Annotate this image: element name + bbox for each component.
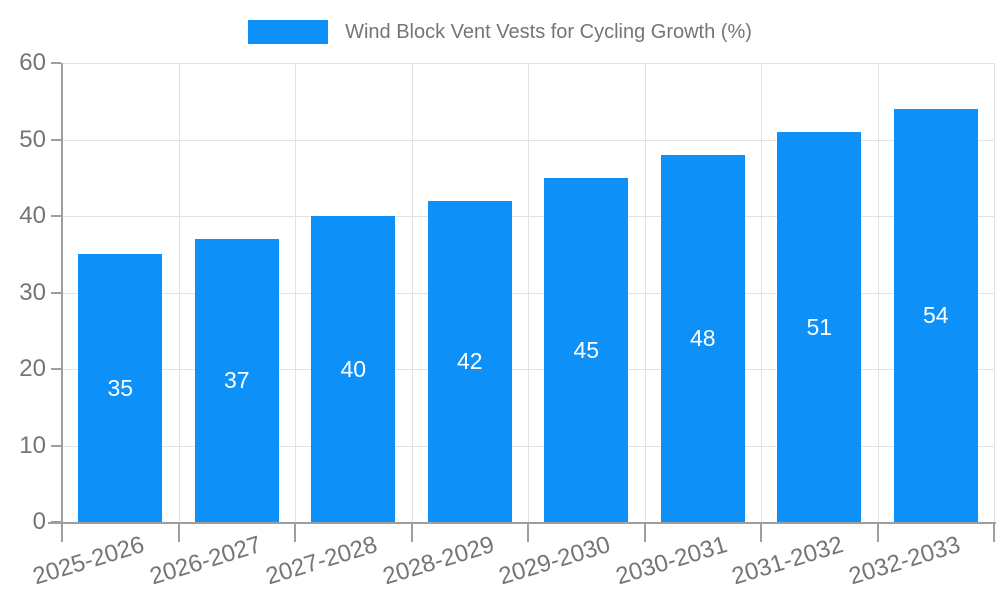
y-tick-label: 50 [19, 125, 46, 153]
x-axis-tick [527, 522, 529, 542]
y-axis-tick [51, 291, 61, 294]
gridline-vertical [644, 63, 646, 522]
y-tick-label: 60 [19, 49, 46, 76]
x-axis-tick [294, 522, 296, 542]
y-axis-line [61, 63, 63, 522]
x-tick-label: 2032-2033 [845, 531, 964, 591]
x-axis-tick [993, 522, 995, 542]
x-axis-tick [177, 522, 180, 542]
bar-2028-2029: 42 [427, 200, 512, 522]
y-tick-label: 30 [19, 278, 46, 306]
x-axis-tick [410, 522, 413, 542]
y-axis-tick [51, 368, 61, 370]
gridline-vertical [761, 63, 762, 522]
x-axis-line [48, 522, 996, 524]
bar-2027-2028: 40 [311, 216, 396, 522]
bar-value-label: 35 [107, 375, 134, 402]
x-tick-label: 2026-2027 [146, 531, 265, 591]
gridline-vertical [178, 63, 180, 522]
x-tick-label: 2029-2030 [496, 531, 614, 591]
bar-value-label: 40 [340, 356, 367, 382]
bar-value-label: 54 [922, 302, 949, 329]
legend-label: Wind Block Vent Vests for Cycling Growth… [345, 20, 752, 43]
y-tick-label: 20 [19, 355, 46, 382]
bar-2025-2026: 35 [78, 254, 163, 522]
bar-value-label: 37 [223, 367, 250, 394]
bar-value-label: 45 [573, 336, 600, 363]
bar-2031-2032: 51 [777, 131, 862, 522]
x-axis-tick [760, 522, 762, 542]
y-tick-label: 10 [19, 431, 46, 459]
bar-value-label: 48 [689, 325, 716, 352]
gridline-vertical [994, 63, 995, 522]
y-tick-label: 0 [32, 508, 46, 535]
gridline-vertical [877, 63, 879, 522]
x-axis-tick [61, 522, 63, 542]
bar-2032-2033: 54 [893, 108, 978, 522]
x-tick-label: 2028-2029 [379, 531, 498, 591]
x-axis-tick [876, 522, 879, 542]
y-axis-tick [51, 444, 61, 447]
bar-value-label: 51 [806, 313, 833, 340]
bar-2029-2030: 45 [544, 177, 629, 522]
gridline-vertical [295, 63, 296, 522]
bar-2030-2031: 48 [660, 154, 745, 522]
x-axis-tick [643, 522, 646, 542]
legend: Wind Block Vent Vests for Cycling Growth… [0, 16, 1000, 48]
y-axis-tick [51, 138, 61, 141]
x-tick-label: 2025-2026 [30, 531, 148, 591]
y-axis-tick [51, 521, 61, 523]
legend-swatch-icon [248, 20, 329, 44]
legend-item[interactable]: Wind Block Vent Vests for Cycling Growth… [248, 20, 752, 44]
y-tick-label: 40 [19, 202, 46, 229]
bar-value-label: 42 [456, 348, 483, 375]
gridline-vertical [411, 63, 413, 522]
y-axis-tick [51, 62, 61, 64]
x-tick-label: 2027-2028 [263, 531, 381, 591]
y-axis-tick [51, 215, 61, 217]
bar-2026-2027: 37 [194, 238, 279, 522]
x-tick-label: 2031-2032 [729, 531, 847, 591]
x-tick-label: 2030-2031 [612, 531, 731, 591]
gridline-vertical [528, 63, 529, 522]
